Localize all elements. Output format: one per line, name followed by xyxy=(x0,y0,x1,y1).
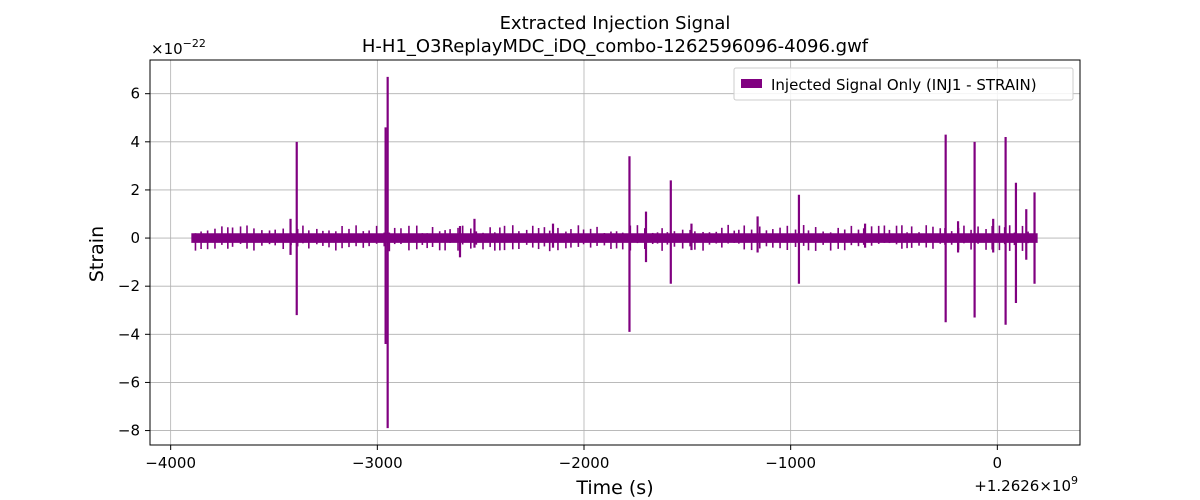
x-tick-label: −2000 xyxy=(559,454,610,472)
y-tick-label: −6 xyxy=(118,373,140,391)
legend-swatch xyxy=(741,79,762,88)
y-tick-label: −4 xyxy=(118,325,140,343)
x-offset-label: +1.2626×109 xyxy=(974,474,1078,495)
y-scale-base: ×10 xyxy=(151,40,183,58)
chart-title: Extracted Injection Signal xyxy=(500,13,731,34)
y-scale-exponent: −22 xyxy=(183,37,206,50)
y-tick-label: 6 xyxy=(130,85,140,103)
x-offset-exponent: 9 xyxy=(1071,474,1078,487)
x-tick-label: −1000 xyxy=(765,454,816,472)
y-tick-label: −2 xyxy=(118,277,140,295)
y-axis-label: Strain xyxy=(86,226,108,282)
series-injected-signal xyxy=(191,76,1038,429)
legend-box xyxy=(733,67,1074,101)
y-scale-label: ×10−22 xyxy=(151,37,206,58)
y-tick-label: 0 xyxy=(130,229,140,247)
x-axis-label: Time (s) xyxy=(575,477,653,499)
x-tick-label: 0 xyxy=(993,454,1003,472)
x-tick-label: −3000 xyxy=(352,454,403,472)
chart-subtitle: H-H1_O3ReplayMDC_iDQ_combo-1262596096-40… xyxy=(362,36,869,57)
x-offset-base: +1.2626×10 xyxy=(974,477,1071,495)
y-tick-label: 4 xyxy=(130,133,140,151)
legend: Injected Signal Only (INJ1 - STRAIN) xyxy=(733,67,1074,101)
ticks: −4000 −3000 −2000 −1000 0 6 4 2 0 −2 −4 −6 −8 xyxy=(118,85,1002,472)
legend-label: Injected Signal Only (INJ1 - STRAIN) xyxy=(771,76,1037,94)
x-tick-label: −4000 xyxy=(145,454,196,472)
axes-frame xyxy=(149,59,1081,446)
y-tick-label: −8 xyxy=(118,422,140,440)
baseline-band xyxy=(191,233,1038,243)
y-tick-label: 2 xyxy=(130,181,140,199)
